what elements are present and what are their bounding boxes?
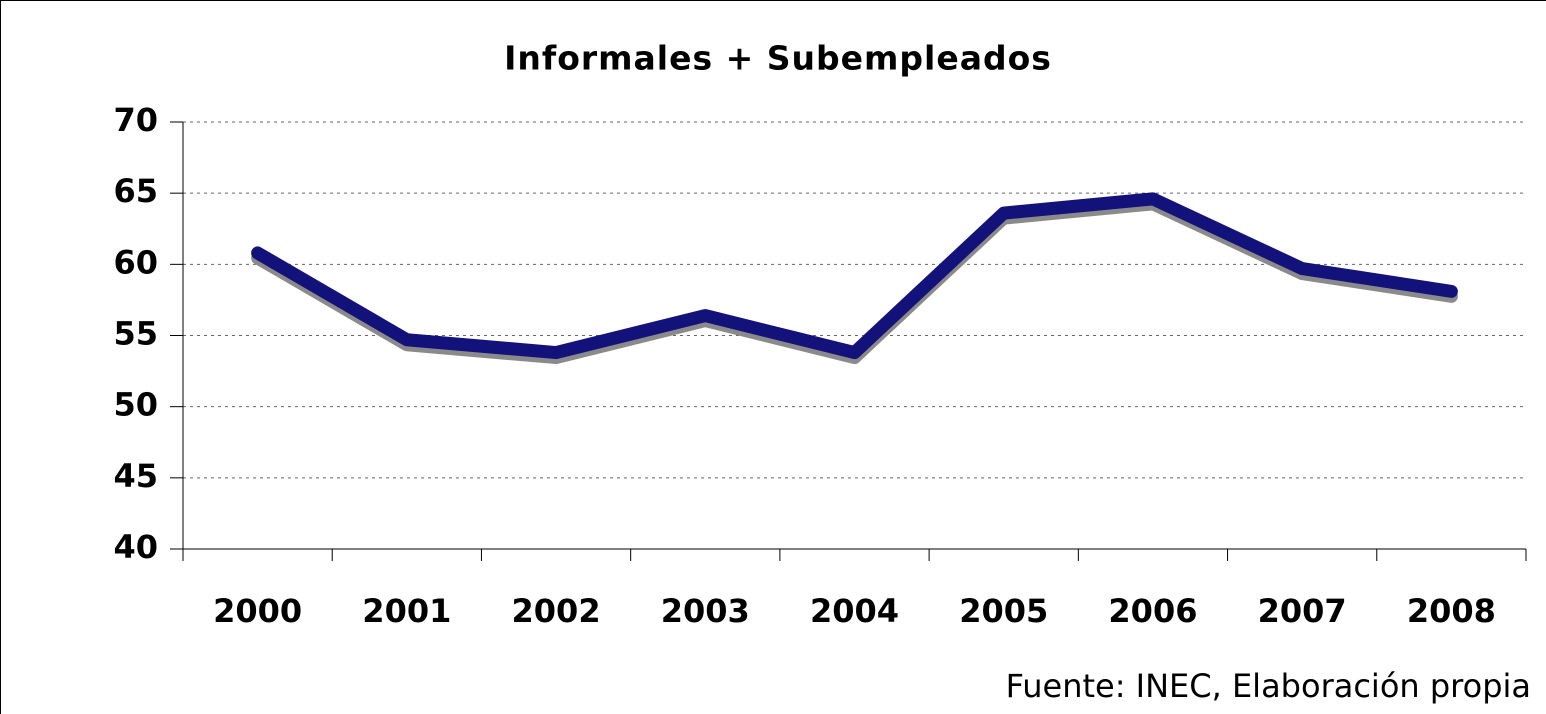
line [251,192,1458,360]
y-tick-label: 60 [113,243,158,281]
x-tick-label: 2004 [810,592,899,630]
x-tick-label: 2007 [1258,592,1347,630]
x-tick-label: 2005 [959,592,1048,630]
line-shadow [251,197,1458,365]
source-note: Fuente: INEC, Elaboración propia [1006,667,1531,705]
x-tick-label: 2001 [362,592,451,630]
chart-title: Informales + Subempleados [504,39,1052,78]
x-tick-label: 2003 [661,592,750,630]
y-tick-label: 45 [113,457,158,495]
x-tick-label: 2006 [1108,592,1197,630]
y-tick-label: 55 [113,315,158,353]
y-tick-label: 65 [113,172,158,210]
x-tick-label: 2008 [1407,592,1496,630]
y-tick-label: 50 [113,386,158,424]
y-tick-label: 70 [113,101,158,139]
x-tick-label: 2002 [512,592,601,630]
y-tick-label: 40 [113,528,158,566]
x-tick-label: 2000 [213,592,302,630]
